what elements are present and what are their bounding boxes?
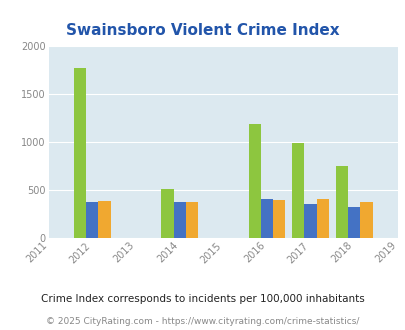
Bar <box>292 143 304 238</box>
Bar <box>185 202 198 238</box>
Bar <box>86 202 98 238</box>
Bar <box>161 189 173 238</box>
Bar <box>335 166 347 238</box>
Bar <box>98 201 111 238</box>
Bar <box>304 204 316 238</box>
Bar <box>173 202 185 238</box>
Bar <box>74 68 86 238</box>
Text: Swainsboro Violent Crime Index: Swainsboro Violent Crime Index <box>66 23 339 38</box>
Text: Crime Index corresponds to incidents per 100,000 inhabitants: Crime Index corresponds to incidents per… <box>41 294 364 304</box>
Bar <box>360 202 372 238</box>
Text: © 2025 CityRating.com - https://www.cityrating.com/crime-statistics/: © 2025 CityRating.com - https://www.city… <box>46 317 359 326</box>
Bar <box>316 199 328 238</box>
Bar <box>248 124 260 238</box>
Bar <box>347 208 360 238</box>
Bar <box>273 200 285 238</box>
Bar <box>260 199 273 238</box>
